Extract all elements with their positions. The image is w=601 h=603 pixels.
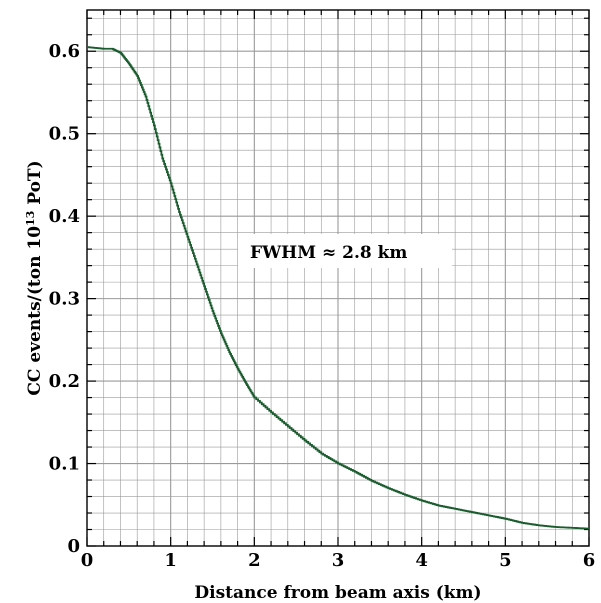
x-tick-label: 5	[499, 550, 512, 571]
annotation-background	[238, 234, 452, 268]
series-line	[87, 46, 590, 530]
y-tick-label: 0.1	[49, 454, 80, 475]
y-tick-label: 0	[67, 536, 80, 557]
x-tick-label: 0	[81, 550, 94, 571]
x-tick-label: 1	[164, 550, 177, 571]
major-grid	[87, 10, 589, 546]
x-axis-label: Distance from beam axis (km)	[194, 583, 481, 603]
y-tick-label: 0.2	[49, 371, 80, 392]
y-tick-label: 0.6	[49, 41, 80, 62]
y-axis-label: CC events/(ton 1013 PoT)	[24, 160, 46, 395]
y-tick-label: 0.5	[49, 124, 80, 145]
y-axis-label-main: CC events/(ton 10	[25, 226, 45, 396]
x-tick-label: 2	[248, 550, 261, 571]
y-axis-label-superscript: 13	[24, 211, 37, 226]
x-tick-label: 4	[415, 550, 428, 571]
x-tick-label: 6	[583, 550, 596, 571]
y-axis-label-tail: PoT)	[25, 160, 45, 210]
y-tick-label: 0.4	[49, 206, 80, 227]
x-tick-label: 3	[332, 550, 345, 571]
axis-ticks	[86, 10, 590, 547]
y-tick-label: 0.3	[49, 289, 80, 310]
tick-labels: 0 1 2 3 4 5 6 0 0.1 0.2 0.3 0.4 0.5 0.6	[49, 41, 596, 571]
fwhm-annotation: FWHM ≈ 2.8 km	[250, 243, 407, 263]
